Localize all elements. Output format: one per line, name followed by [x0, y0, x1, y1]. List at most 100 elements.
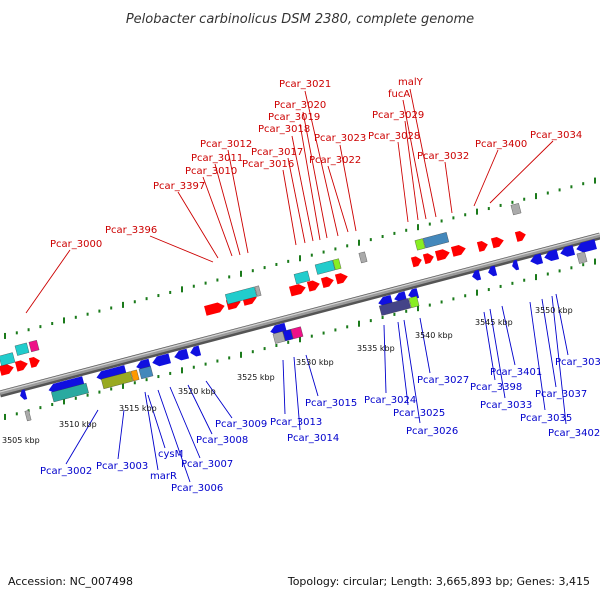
tick-mark [4, 413, 6, 420]
leader-line [291, 135, 314, 242]
tick-mark [558, 269, 561, 273]
gene-arrow [320, 276, 334, 288]
tick-mark [110, 387, 113, 391]
tick-mark [511, 281, 514, 285]
tick-mark [192, 365, 195, 369]
gene-box [282, 329, 294, 342]
gene-box [272, 331, 286, 344]
gene-label: Pcar_3009 [215, 419, 267, 430]
tick-mark [263, 347, 266, 351]
inner-tick-track [4, 258, 596, 420]
tick-mark [440, 300, 443, 304]
tick-mark [287, 340, 290, 344]
gene-arrow [476, 240, 488, 252]
gene-arrow [472, 269, 482, 281]
tick-mark [417, 224, 419, 231]
reverse-gene-labels: Pcar_3002 Pcar_3003 marR cysM Pcar_3006 … [40, 357, 600, 494]
gene-label: malY [398, 77, 424, 88]
tick-mark [133, 381, 136, 385]
gene-arrow [306, 280, 320, 292]
gene-label: Pcar_3396 [105, 225, 157, 236]
gene-label: Pcar_3032 [417, 151, 469, 162]
leader-line [501, 305, 516, 366]
gene-label: Pcar_3017 [251, 147, 303, 158]
tick-mark [476, 289, 478, 296]
tick-mark [358, 320, 360, 327]
gene-label: Pcar_3398 [470, 382, 522, 393]
tick-mark [369, 319, 372, 323]
tick-mark [157, 294, 160, 298]
tick-mark [216, 278, 219, 282]
tick-mark [145, 297, 148, 301]
gene-label: Pcar_3012 [200, 139, 252, 150]
map-title: Pelobacter carbinolicus DSM 2380, comple… [126, 12, 474, 27]
accession-text: Accession: NC_007498 [8, 575, 133, 588]
tick-mark [51, 403, 54, 407]
gene-box [24, 410, 32, 422]
leader-line [551, 295, 567, 425]
gene-arrow [174, 348, 190, 361]
gene-arrow [514, 230, 526, 242]
ruler-label: 3505 kbp [2, 436, 40, 445]
leader-line [25, 249, 71, 314]
tick-mark [582, 263, 585, 267]
leader-line [144, 391, 159, 471]
leader-line [327, 165, 349, 233]
forward-gene-labels: Pcar_3000 Pcar_3396 Pcar_3397 Pcar_3010 … [50, 77, 582, 250]
gene-label: Pcar_3016 [242, 159, 294, 170]
ruler-labels: 3505 kbp 3510 kbp 3515 kbp 3520 kbp 3525… [2, 306, 573, 445]
gene-arrow [410, 256, 422, 268]
gene-arrow [576, 239, 597, 253]
tick-mark [4, 332, 6, 339]
gene-label: Pcar_3014 [287, 433, 339, 444]
tick-mark [322, 331, 325, 335]
gene-label: Pcar_3033 [480, 400, 532, 411]
tick-mark [417, 305, 419, 312]
tick-mark [334, 247, 337, 251]
gene-box [379, 298, 411, 316]
gene-label: Pcar_3000 [50, 239, 102, 250]
gene-label: Pcar_3010 [185, 166, 237, 177]
gene-label: Pcar_3027 [417, 375, 469, 386]
gene-arrow [450, 245, 466, 257]
gene-arrow [490, 237, 504, 249]
gene-box [414, 238, 426, 251]
tick-mark [275, 343, 278, 347]
ruler-label: 3535 kbp [357, 344, 395, 353]
leader-line [187, 384, 213, 435]
gene-box [130, 369, 140, 382]
tick-mark [310, 253, 313, 257]
tick-mark [287, 259, 290, 263]
gene-label: Pcar_3029 [372, 110, 424, 121]
leader-line [409, 88, 437, 218]
leader-line [177, 191, 219, 259]
leader-line [555, 293, 569, 356]
tick-mark [216, 359, 219, 363]
tick-mark [74, 396, 77, 400]
leader-line [149, 235, 214, 263]
tick-mark [133, 300, 136, 304]
tick-mark [51, 322, 54, 326]
tick-mark [535, 274, 537, 281]
tick-mark [393, 231, 396, 235]
ruler-label: 3550 kbp [535, 306, 573, 315]
gene-arrow [28, 356, 40, 368]
gene-box [510, 203, 522, 216]
tick-mark [487, 207, 490, 211]
gene-box [408, 295, 420, 309]
tick-mark [204, 362, 207, 366]
gene-arrow [0, 364, 14, 376]
gene-label: Pcar_3015 [305, 398, 357, 409]
gene-arrow [488, 265, 498, 277]
gene-box [290, 326, 304, 340]
tick-mark [440, 219, 443, 223]
gene-label: Pcar_3037 [535, 389, 587, 400]
tick-mark [157, 375, 160, 379]
tick-mark [299, 336, 301, 343]
tick-mark [86, 393, 89, 397]
tick-mark [228, 275, 231, 279]
gene-label: fucA [388, 89, 410, 100]
gene-arrow [96, 365, 127, 381]
tick-mark [181, 286, 183, 293]
leader-line [483, 311, 496, 381]
